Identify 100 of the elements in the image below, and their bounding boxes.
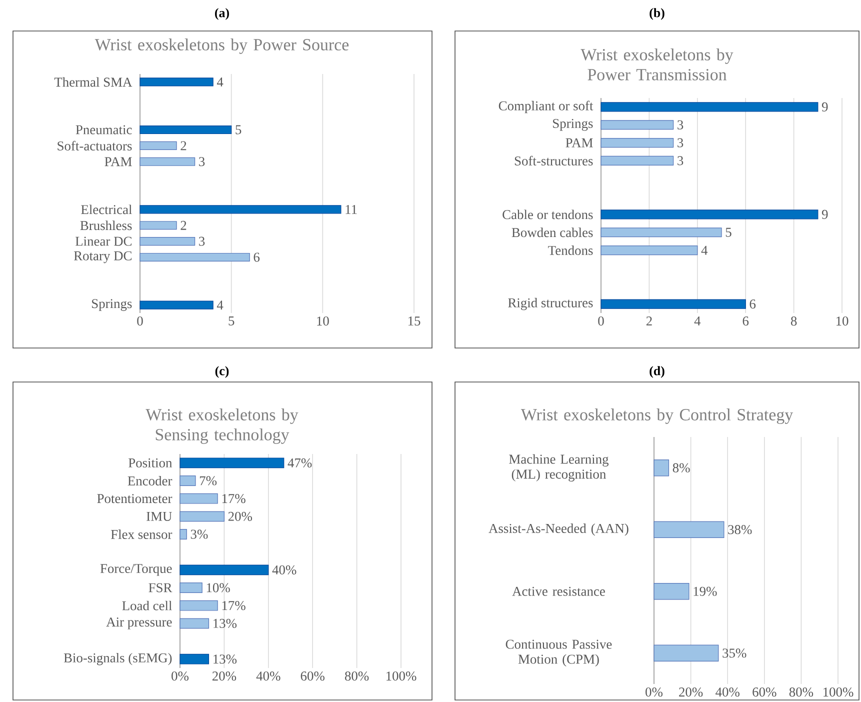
- chart-title: Wrist exoskeletons by Sensing technology: [146, 408, 298, 444]
- bar: [180, 600, 218, 611]
- x-tick-label: 40%: [256, 672, 280, 681]
- y-tick-label: Bowden cables: [512, 228, 593, 238]
- y-tick-label: Encoder: [128, 476, 172, 486]
- x-tick-label: 20%: [212, 672, 236, 681]
- y-tick-label: Assist-As-Needed (AAN): [488, 524, 628, 536]
- data-label: 10%: [206, 583, 230, 592]
- data-label: 9: [822, 210, 828, 219]
- data-label: 6: [254, 252, 260, 262]
- data-label: 4: [216, 300, 224, 310]
- x-tick-label: 80%: [789, 688, 814, 697]
- y-tick-label: PAM: [104, 157, 132, 166]
- text: (c): [215, 366, 229, 378]
- data-label: 11: [346, 204, 357, 214]
- bar: [654, 583, 690, 600]
- chart-title: Wrist exoskeletons by Power Source: [94, 38, 349, 54]
- y-tick-label: Cable or tendons: [502, 210, 593, 220]
- y-tick-label: Rigid structures: [508, 298, 593, 310]
- data-label: 17%: [222, 601, 246, 610]
- data-label: 40%: [272, 565, 296, 574]
- bar: [600, 102, 818, 112]
- bar: [600, 156, 674, 166]
- data-label: 3: [199, 157, 205, 166]
- text: (d): [650, 366, 664, 378]
- bar: [654, 521, 724, 538]
- y-tick-label: Soft-structures: [514, 156, 593, 166]
- data-label: 38%: [728, 525, 752, 534]
- data-label: 5: [726, 228, 732, 237]
- y-tick-label: Pneumatic: [76, 125, 132, 134]
- bar: [140, 300, 214, 310]
- bar: [600, 210, 818, 220]
- x-tick-label: 20%: [679, 688, 703, 697]
- x-tick-label: 60%: [300, 672, 324, 681]
- y-tick-label: Active resistance: [512, 586, 605, 596]
- y-tick-label: Potentiometer: [97, 494, 172, 504]
- bar: [140, 141, 177, 150]
- y-tick-label: Rotary DC: [74, 251, 132, 264]
- data-label: 20%: [228, 512, 252, 521]
- x-tick-label: 10: [836, 316, 848, 326]
- data-label: 3%: [190, 530, 208, 539]
- bar: [180, 458, 284, 468]
- bar: [180, 511, 225, 522]
- data-label: 3: [199, 236, 205, 246]
- y-tick-label: Load cell: [122, 600, 172, 610]
- data-label: 4: [701, 246, 708, 255]
- data-label: 2: [180, 141, 186, 150]
- bar: [140, 237, 196, 246]
- x-tick-label: 40%: [716, 688, 740, 697]
- bar: [600, 228, 722, 238]
- data-label: 13%: [214, 654, 237, 664]
- x-tick-label: 4: [694, 316, 701, 326]
- chart-title: Wrist exoskeletons by Control Strategy: [520, 408, 794, 424]
- y-tick-label: PAM: [566, 138, 593, 148]
- data-label: 35%: [722, 648, 746, 658]
- data-label: 3: [678, 138, 684, 148]
- bar: [140, 78, 214, 86]
- y-tick-label: Linear DC: [75, 236, 132, 246]
- data-label: 2: [180, 220, 186, 230]
- bar: [180, 564, 269, 576]
- bar: [600, 138, 674, 148]
- data-label: 3: [678, 156, 684, 166]
- data-label: 7%: [200, 476, 217, 486]
- bar: [180, 493, 218, 504]
- x-tick-label: 60%: [752, 688, 776, 697]
- text: (b): [650, 8, 664, 20]
- bar: [600, 246, 698, 256]
- y-tick-label: Machine Learning (ML) recognition: [509, 454, 609, 482]
- data-label: 4: [216, 78, 224, 86]
- y-tick-label: Tendons: [548, 246, 593, 256]
- y-tick-label: Air pressure: [106, 618, 172, 630]
- bar: [600, 120, 674, 130]
- data-label: 19%: [694, 586, 717, 596]
- y-tick-label: Springs: [553, 118, 593, 131]
- y-tick-label: Continuous Passive Motion (CPM): [506, 640, 612, 666]
- bar: [180, 618, 210, 629]
- x-tick-label: 80%: [344, 672, 369, 681]
- y-tick-label: Thermal SMA: [54, 77, 132, 87]
- x-tick-label: 10: [317, 316, 329, 326]
- x-tick-label: 100%: [386, 672, 416, 681]
- data-label: 8%: [672, 463, 690, 472]
- x-tick-label: 2: [646, 316, 652, 326]
- x-tick-label: 0: [598, 316, 604, 326]
- y-tick-label: Electrical: [81, 204, 132, 214]
- bar: [140, 252, 250, 262]
- y-tick-label: Flex sensor: [110, 530, 172, 539]
- bar: [140, 125, 232, 134]
- bar: [140, 221, 177, 230]
- data-label: 5: [236, 125, 242, 134]
- bar: [140, 157, 196, 166]
- bar: [180, 476, 196, 486]
- x-tick-label: 0%: [172, 672, 189, 681]
- bar: [140, 205, 342, 214]
- x-tick-label: 0: [137, 316, 143, 326]
- y-tick-label: Force/Torque: [100, 564, 172, 576]
- data-label: 3: [678, 120, 684, 130]
- y-tick-label: Compliant or soft: [498, 100, 594, 114]
- x-tick-label: 100%: [824, 688, 854, 697]
- x-tick-label: 15: [408, 316, 420, 326]
- bar: [654, 644, 719, 662]
